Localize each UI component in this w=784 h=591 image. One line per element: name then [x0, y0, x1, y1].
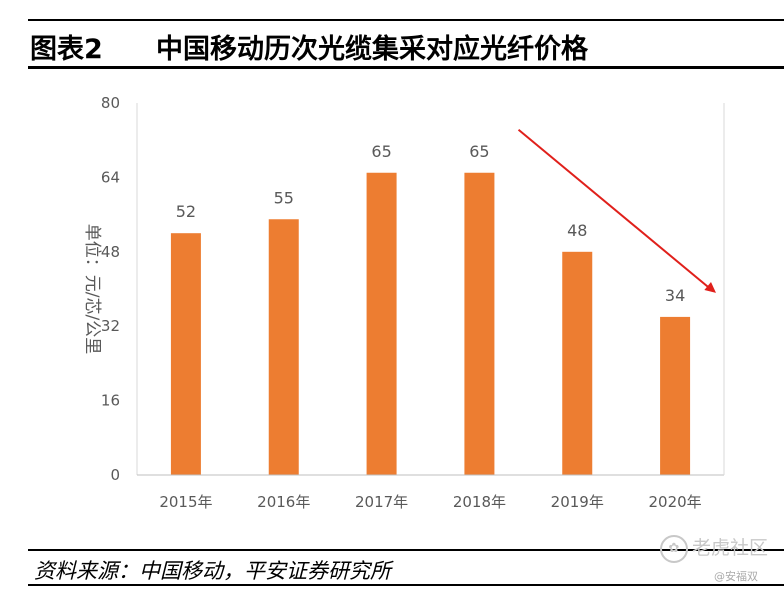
figure-title: 中国移动历次光缆集采对应光纤价格	[156, 34, 588, 65]
x-tick-label: 2015年	[159, 493, 212, 511]
header-rule	[28, 66, 784, 69]
y-tick-label: 48	[101, 243, 120, 261]
tiger-paw-icon: ✿	[660, 534, 688, 563]
bar	[268, 219, 299, 475]
watermark: ✿ 老虎社区	[660, 533, 768, 563]
x-tick-label: 2017年	[355, 493, 408, 511]
bar	[562, 251, 593, 475]
bar	[464, 172, 495, 475]
y-tick-label: 64	[101, 168, 120, 186]
y-axis-label: 单位：元/芯/公里	[82, 224, 102, 354]
x-tick-label: 2016年	[257, 493, 310, 511]
bar	[660, 316, 691, 475]
trend-arrow	[517, 128, 716, 293]
bar	[170, 233, 201, 475]
figure-number: 图表2	[30, 34, 103, 65]
top-rule	[28, 19, 784, 21]
y-tick-label: 16	[101, 392, 120, 410]
trend-arrow-shaft	[517, 128, 709, 288]
data-label: 55	[274, 188, 294, 207]
source-rule	[28, 549, 784, 551]
y-tick-label: 0	[110, 466, 120, 484]
bars	[170, 172, 691, 475]
x-axis-ticks: 2015年 2016年 2017年 2018年 2019年 2020年	[159, 493, 701, 511]
data-label: 65	[371, 142, 391, 161]
figure-header: 图表2 中国移动历次光缆集采对应光纤价格	[30, 27, 784, 65]
x-tick-label: 2019年	[551, 493, 604, 511]
y-tick-label: 32	[101, 317, 120, 335]
data-label: 34	[665, 286, 685, 305]
bottom-rule	[28, 584, 784, 586]
bar	[366, 172, 397, 475]
x-tick-label: 2018年	[453, 493, 506, 511]
y-axis-ticks: 0 16 32 48 64 80	[101, 94, 120, 484]
watermark-brand: 老虎社区	[692, 537, 769, 559]
watermark-author: @安福双	[714, 570, 758, 583]
y-tick-label: 80	[101, 94, 120, 112]
data-label: 48	[567, 221, 587, 240]
trend-arrow-head	[704, 281, 716, 293]
data-label: 52	[176, 202, 196, 221]
bar-chart: 0 16 32 48 64 80 52 55 65 65 48 34 2015年 2016年 2017年…	[82, 94, 725, 511]
x-tick-label: 2020年	[648, 493, 701, 511]
value-labels: 52 55 65 65 48 34	[176, 142, 686, 305]
source-note: 资料来源：中国移动，平安证券研究所	[34, 559, 391, 583]
data-label: 65	[469, 142, 489, 161]
